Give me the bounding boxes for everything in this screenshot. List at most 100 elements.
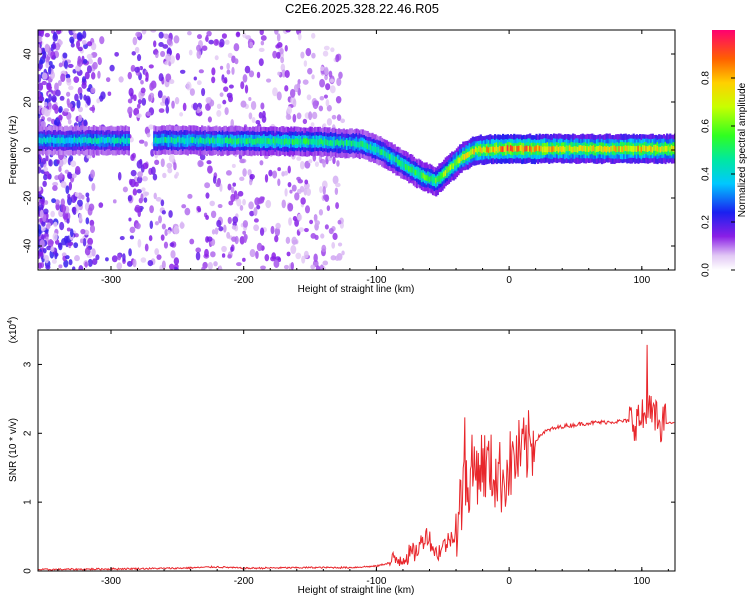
noise-speck [218, 226, 224, 232]
noise-speck [294, 192, 300, 201]
noise-speck [179, 69, 186, 74]
ridge-cell [46, 136, 49, 143]
noise-speck [38, 194, 43, 199]
x-tick-label: -200 [234, 275, 254, 286]
noise-speck [230, 246, 234, 252]
noise-speck [337, 219, 342, 225]
noise-speck [47, 239, 54, 248]
ridge-cell [654, 145, 658, 151]
noise-speck [75, 165, 81, 175]
ridge-cell [492, 146, 495, 153]
noise-speck [158, 31, 164, 39]
noise-speck [332, 156, 336, 165]
noise-speck [162, 172, 167, 179]
noise-speck [129, 178, 136, 188]
noise-speck [290, 262, 295, 270]
ridge-cell [514, 145, 517, 152]
noise-speck [160, 158, 165, 168]
ridge-cell [408, 165, 411, 172]
noise-speck [45, 56, 50, 65]
noise-speck [211, 229, 216, 235]
noise-speck [146, 111, 151, 116]
noise-speck [231, 236, 237, 242]
noise-speck [85, 192, 90, 198]
noise-speck [296, 156, 302, 161]
noise-speck [90, 71, 96, 80]
noise-speck [62, 52, 68, 59]
noise-speck [149, 220, 154, 230]
snr-series [38, 344, 675, 571]
ridge-cell [314, 139, 317, 145]
noise-speck [166, 37, 173, 46]
ridge-cell [51, 136, 54, 143]
noise-speck [107, 91, 112, 96]
noise-speck [311, 32, 316, 39]
noise-speck [86, 41, 93, 47]
x-tick-label: -300 [101, 576, 121, 587]
ridge-cell [299, 137, 302, 144]
noise-speck [66, 77, 72, 83]
ridge-cell [78, 136, 81, 143]
colorbar-ticks: 0.0 0.2 0.4 0.6 0.8 [701, 71, 735, 277]
ridge-cell [409, 166, 412, 173]
noise-speck [303, 182, 310, 190]
ridge-cell [497, 147, 500, 153]
noise-speck [329, 78, 335, 83]
noise-speck [105, 257, 109, 262]
noise-speck [97, 70, 101, 79]
noise-speck [146, 132, 151, 138]
ridge-cell [188, 138, 191, 144]
noise-speck [81, 82, 87, 89]
noise-speck [97, 56, 102, 66]
ridge-cell [556, 145, 559, 152]
colorbar-tick-label: 0.8 [701, 71, 712, 85]
noise-speck [82, 58, 88, 65]
noise-speck [58, 159, 64, 168]
noise-speck [43, 166, 48, 172]
noise-speck [70, 38, 75, 45]
noise-speck [39, 59, 44, 65]
ridge-cell [334, 140, 337, 146]
ridge-cell [371, 145, 374, 152]
noise-speck [258, 58, 264, 67]
ridge-cell [420, 172, 423, 179]
noise-speck [283, 170, 289, 176]
ridge-cell [212, 137, 215, 144]
noise-speck [46, 245, 52, 251]
noise-speck [153, 192, 157, 200]
ridge-cell [65, 137, 68, 144]
noise-speck [326, 104, 332, 112]
ridge-cell [521, 145, 524, 152]
ridge-cell [86, 138, 89, 144]
noise-speck [320, 233, 325, 239]
noise-speck [52, 232, 58, 242]
noise-speck [154, 159, 160, 166]
noise-speck [196, 205, 201, 212]
ridge-cell [470, 149, 473, 156]
noise-speck [308, 111, 313, 121]
ridge-cell [183, 138, 186, 145]
noise-speck [42, 157, 47, 165]
ridge-cell [444, 170, 447, 176]
noise-speck [260, 102, 265, 110]
ridge-cell [401, 161, 404, 167]
colorbar-tick-label: 0.2 [701, 215, 712, 229]
noise-speck [294, 219, 299, 227]
ridge-cell [591, 145, 594, 152]
ridge-cell [165, 137, 169, 144]
ridge-cell [121, 136, 124, 143]
noise-speck [223, 86, 229, 92]
noise-speck [226, 62, 230, 70]
ridge-cell [156, 138, 159, 144]
ridge-cell [597, 145, 600, 152]
ridge-cell [611, 145, 615, 152]
ridge-cell [540, 145, 543, 152]
ridge-cell [532, 146, 535, 153]
noise-speck [77, 55, 82, 65]
ridge-cell [412, 167, 416, 174]
noise-speck [205, 214, 209, 220]
noise-speck [77, 199, 83, 207]
noise-speck [84, 261, 88, 268]
